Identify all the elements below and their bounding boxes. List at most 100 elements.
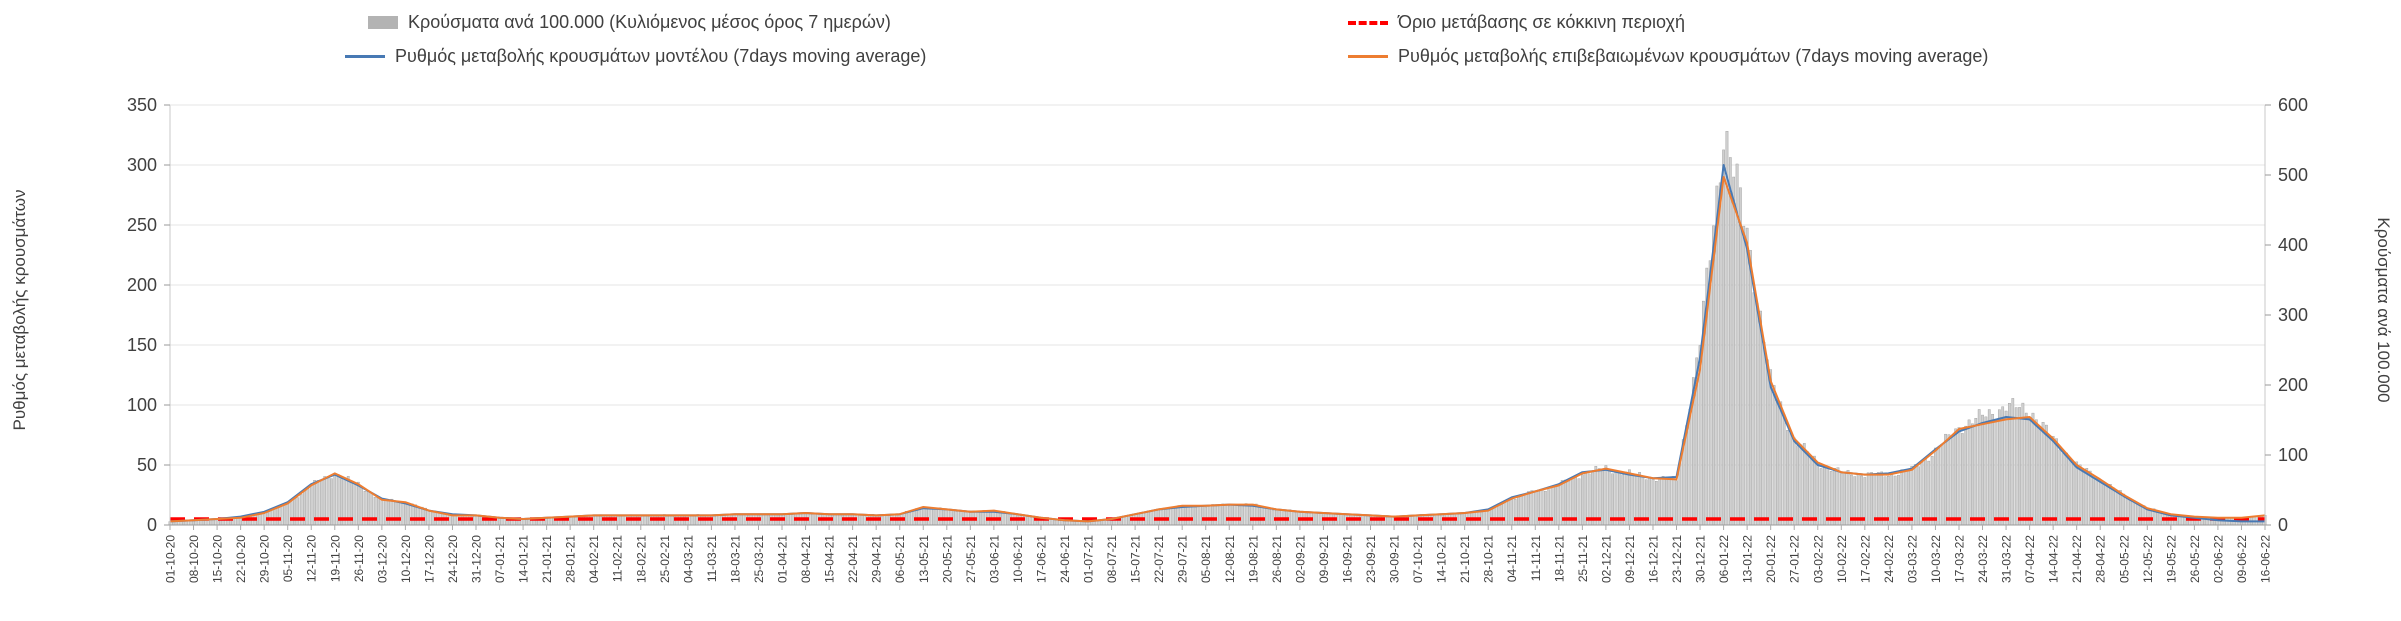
- svg-text:08-10-20: 08-10-20: [187, 535, 201, 583]
- axis-spines: [164, 104, 2271, 530]
- svg-text:24-12-20: 24-12-20: [446, 535, 460, 583]
- svg-text:23-09-21: 23-09-21: [1364, 535, 1378, 583]
- svg-text:100: 100: [127, 395, 157, 415]
- svg-text:21-10-21: 21-10-21: [1458, 535, 1472, 583]
- svg-text:05-08-21: 05-08-21: [1199, 535, 1213, 583]
- svg-text:26-05-22: 26-05-22: [2188, 535, 2202, 583]
- svg-text:250: 250: [127, 215, 157, 235]
- svg-text:28-01-21: 28-01-21: [564, 535, 578, 583]
- svg-text:100: 100: [2278, 445, 2308, 465]
- svg-text:27-05-21: 27-05-21: [964, 535, 978, 583]
- svg-text:10-12-20: 10-12-20: [399, 535, 413, 583]
- svg-text:31-12-20: 31-12-20: [470, 535, 484, 583]
- svg-text:19-11-20: 19-11-20: [328, 535, 342, 582]
- svg-text:26-11-20: 26-11-20: [352, 535, 366, 582]
- svg-text:17-06-21: 17-06-21: [1034, 535, 1048, 583]
- svg-text:31-03-22: 31-03-22: [2000, 535, 2014, 583]
- svg-text:07-04-22: 07-04-22: [2023, 535, 2037, 583]
- gray-bar-swatch-icon: [368, 16, 398, 29]
- svg-text:10-03-22: 10-03-22: [1929, 535, 1943, 583]
- svg-text:08-07-21: 08-07-21: [1105, 535, 1119, 583]
- svg-text:01-07-21: 01-07-21: [1082, 535, 1096, 583]
- svg-text:12-11-20: 12-11-20: [305, 535, 319, 582]
- legend-item-confirmed-line: Ρυθμός μεταβολής επιβεβαιωμένων κρουσμάτ…: [1348, 46, 1988, 67]
- svg-text:17-12-20: 17-12-20: [422, 535, 436, 583]
- svg-text:05-11-20: 05-11-20: [281, 535, 295, 582]
- svg-text:50: 50: [137, 455, 157, 475]
- svg-text:21-01-21: 21-01-21: [540, 535, 554, 583]
- right-axis-tick-labels: 0 100 200 300 400 500 600: [2278, 95, 2308, 535]
- gridlines: [170, 104, 2265, 466]
- red-dashed-line-swatch-icon: [1348, 20, 1388, 25]
- svg-text:200: 200: [127, 275, 157, 295]
- svg-text:300: 300: [127, 155, 157, 175]
- legend-item-red-threshold: Όριο μετάβασης σε κόκκινη περιοχή: [1348, 12, 1685, 33]
- svg-text:29-04-21: 29-04-21: [870, 535, 884, 583]
- svg-text:05-05-22: 05-05-22: [2117, 535, 2131, 583]
- svg-text:17-02-22: 17-02-22: [1858, 535, 1872, 583]
- svg-text:14-04-22: 14-04-22: [2047, 535, 2061, 583]
- svg-text:20-05-21: 20-05-21: [940, 535, 954, 583]
- svg-text:200: 200: [2278, 375, 2308, 395]
- svg-text:03-03-22: 03-03-22: [1905, 535, 1919, 583]
- svg-text:16-06-22: 16-06-22: [2259, 535, 2273, 583]
- svg-text:600: 600: [2278, 95, 2308, 115]
- svg-text:11-03-21: 11-03-21: [705, 535, 719, 582]
- svg-text:20-01-22: 20-01-22: [1764, 535, 1778, 583]
- svg-text:350: 350: [127, 95, 157, 115]
- svg-text:17-03-22: 17-03-22: [1952, 535, 1966, 583]
- svg-text:22-07-21: 22-07-21: [1152, 535, 1166, 583]
- svg-text:15-04-21: 15-04-21: [823, 535, 837, 583]
- svg-text:22-04-21: 22-04-21: [846, 535, 860, 583]
- svg-text:24-06-21: 24-06-21: [1058, 535, 1072, 583]
- svg-text:11-02-21: 11-02-21: [611, 535, 625, 582]
- svg-text:150: 150: [127, 335, 157, 355]
- legend-label-model-line: Ρυθμός μεταβολής κρουσμάτων μοντέλου (7d…: [395, 46, 927, 66]
- svg-text:10-02-22: 10-02-22: [1835, 535, 1849, 583]
- svg-text:18-11-21: 18-11-21: [1552, 535, 1566, 582]
- svg-text:07-01-21: 07-01-21: [493, 535, 507, 583]
- svg-text:11-11-21: 11-11-21: [1529, 535, 1543, 582]
- svg-text:09-06-22: 09-06-22: [2235, 535, 2249, 583]
- svg-text:300: 300: [2278, 305, 2308, 325]
- svg-text:25-11-21: 25-11-21: [1576, 535, 1590, 582]
- blue-line-swatch-icon: [345, 55, 385, 58]
- svg-text:400: 400: [2278, 235, 2308, 255]
- confirmed-rate-line: [169, 176, 2266, 523]
- model-rate-line: [169, 164, 2265, 523]
- svg-text:13-05-21: 13-05-21: [917, 535, 931, 583]
- svg-text:03-02-22: 03-02-22: [1811, 535, 1825, 583]
- svg-text:18-02-21: 18-02-21: [634, 535, 648, 583]
- svg-text:21-04-22: 21-04-22: [2070, 535, 2084, 583]
- legend-item-cases-bars: Κρούσματα ανά 100.000 (Κυλιόμενος μέσος …: [368, 12, 891, 33]
- x-axis-tick-labels: 01-10-20 08-10-20 15-10-20 22-10-20 29-10-20…: [164, 535, 2273, 583]
- svg-text:19-05-22: 19-05-22: [2164, 535, 2178, 583]
- svg-text:08-04-21: 08-04-21: [799, 535, 813, 583]
- svg-text:28-10-21: 28-10-21: [1482, 535, 1496, 583]
- svg-text:30-12-21: 30-12-21: [1694, 535, 1708, 583]
- svg-text:02-09-21: 02-09-21: [1293, 535, 1307, 583]
- svg-text:04-02-21: 04-02-21: [587, 535, 601, 583]
- svg-text:03-06-21: 03-06-21: [987, 535, 1001, 583]
- bars-series-cases-per-100k: [168, 131, 2267, 526]
- svg-text:02-12-21: 02-12-21: [1599, 535, 1613, 583]
- svg-text:19-08-21: 19-08-21: [1246, 535, 1260, 583]
- svg-text:14-01-21: 14-01-21: [517, 535, 531, 583]
- svg-text:26-08-21: 26-08-21: [1270, 535, 1284, 583]
- svg-text:01-04-21: 01-04-21: [776, 535, 790, 583]
- svg-text:15-07-21: 15-07-21: [1129, 535, 1143, 583]
- svg-text:07-10-21: 07-10-21: [1411, 535, 1425, 583]
- svg-text:23-12-21: 23-12-21: [1670, 535, 1684, 583]
- svg-text:16-12-21: 16-12-21: [1646, 535, 1660, 583]
- left-axis-tick-labels: 0 50 100 150 200 250 300 350: [127, 95, 157, 535]
- svg-text:04-11-21: 04-11-21: [1505, 535, 1519, 582]
- svg-text:09-12-21: 09-12-21: [1623, 535, 1637, 583]
- svg-text:10-06-21: 10-06-21: [1011, 535, 1025, 583]
- svg-text:03-12-20: 03-12-20: [375, 535, 389, 583]
- svg-text:01-10-20: 01-10-20: [164, 535, 178, 583]
- legend-label-cases-bars: Κρούσματα ανά 100.000 (Κυλιόμενος μέσος …: [408, 12, 891, 32]
- svg-text:500: 500: [2278, 165, 2308, 185]
- svg-text:12-05-22: 12-05-22: [2141, 535, 2155, 583]
- legend-label-confirmed-line: Ρυθμός μεταβολής επιβεβαιωμένων κρουσμάτ…: [1398, 46, 1989, 66]
